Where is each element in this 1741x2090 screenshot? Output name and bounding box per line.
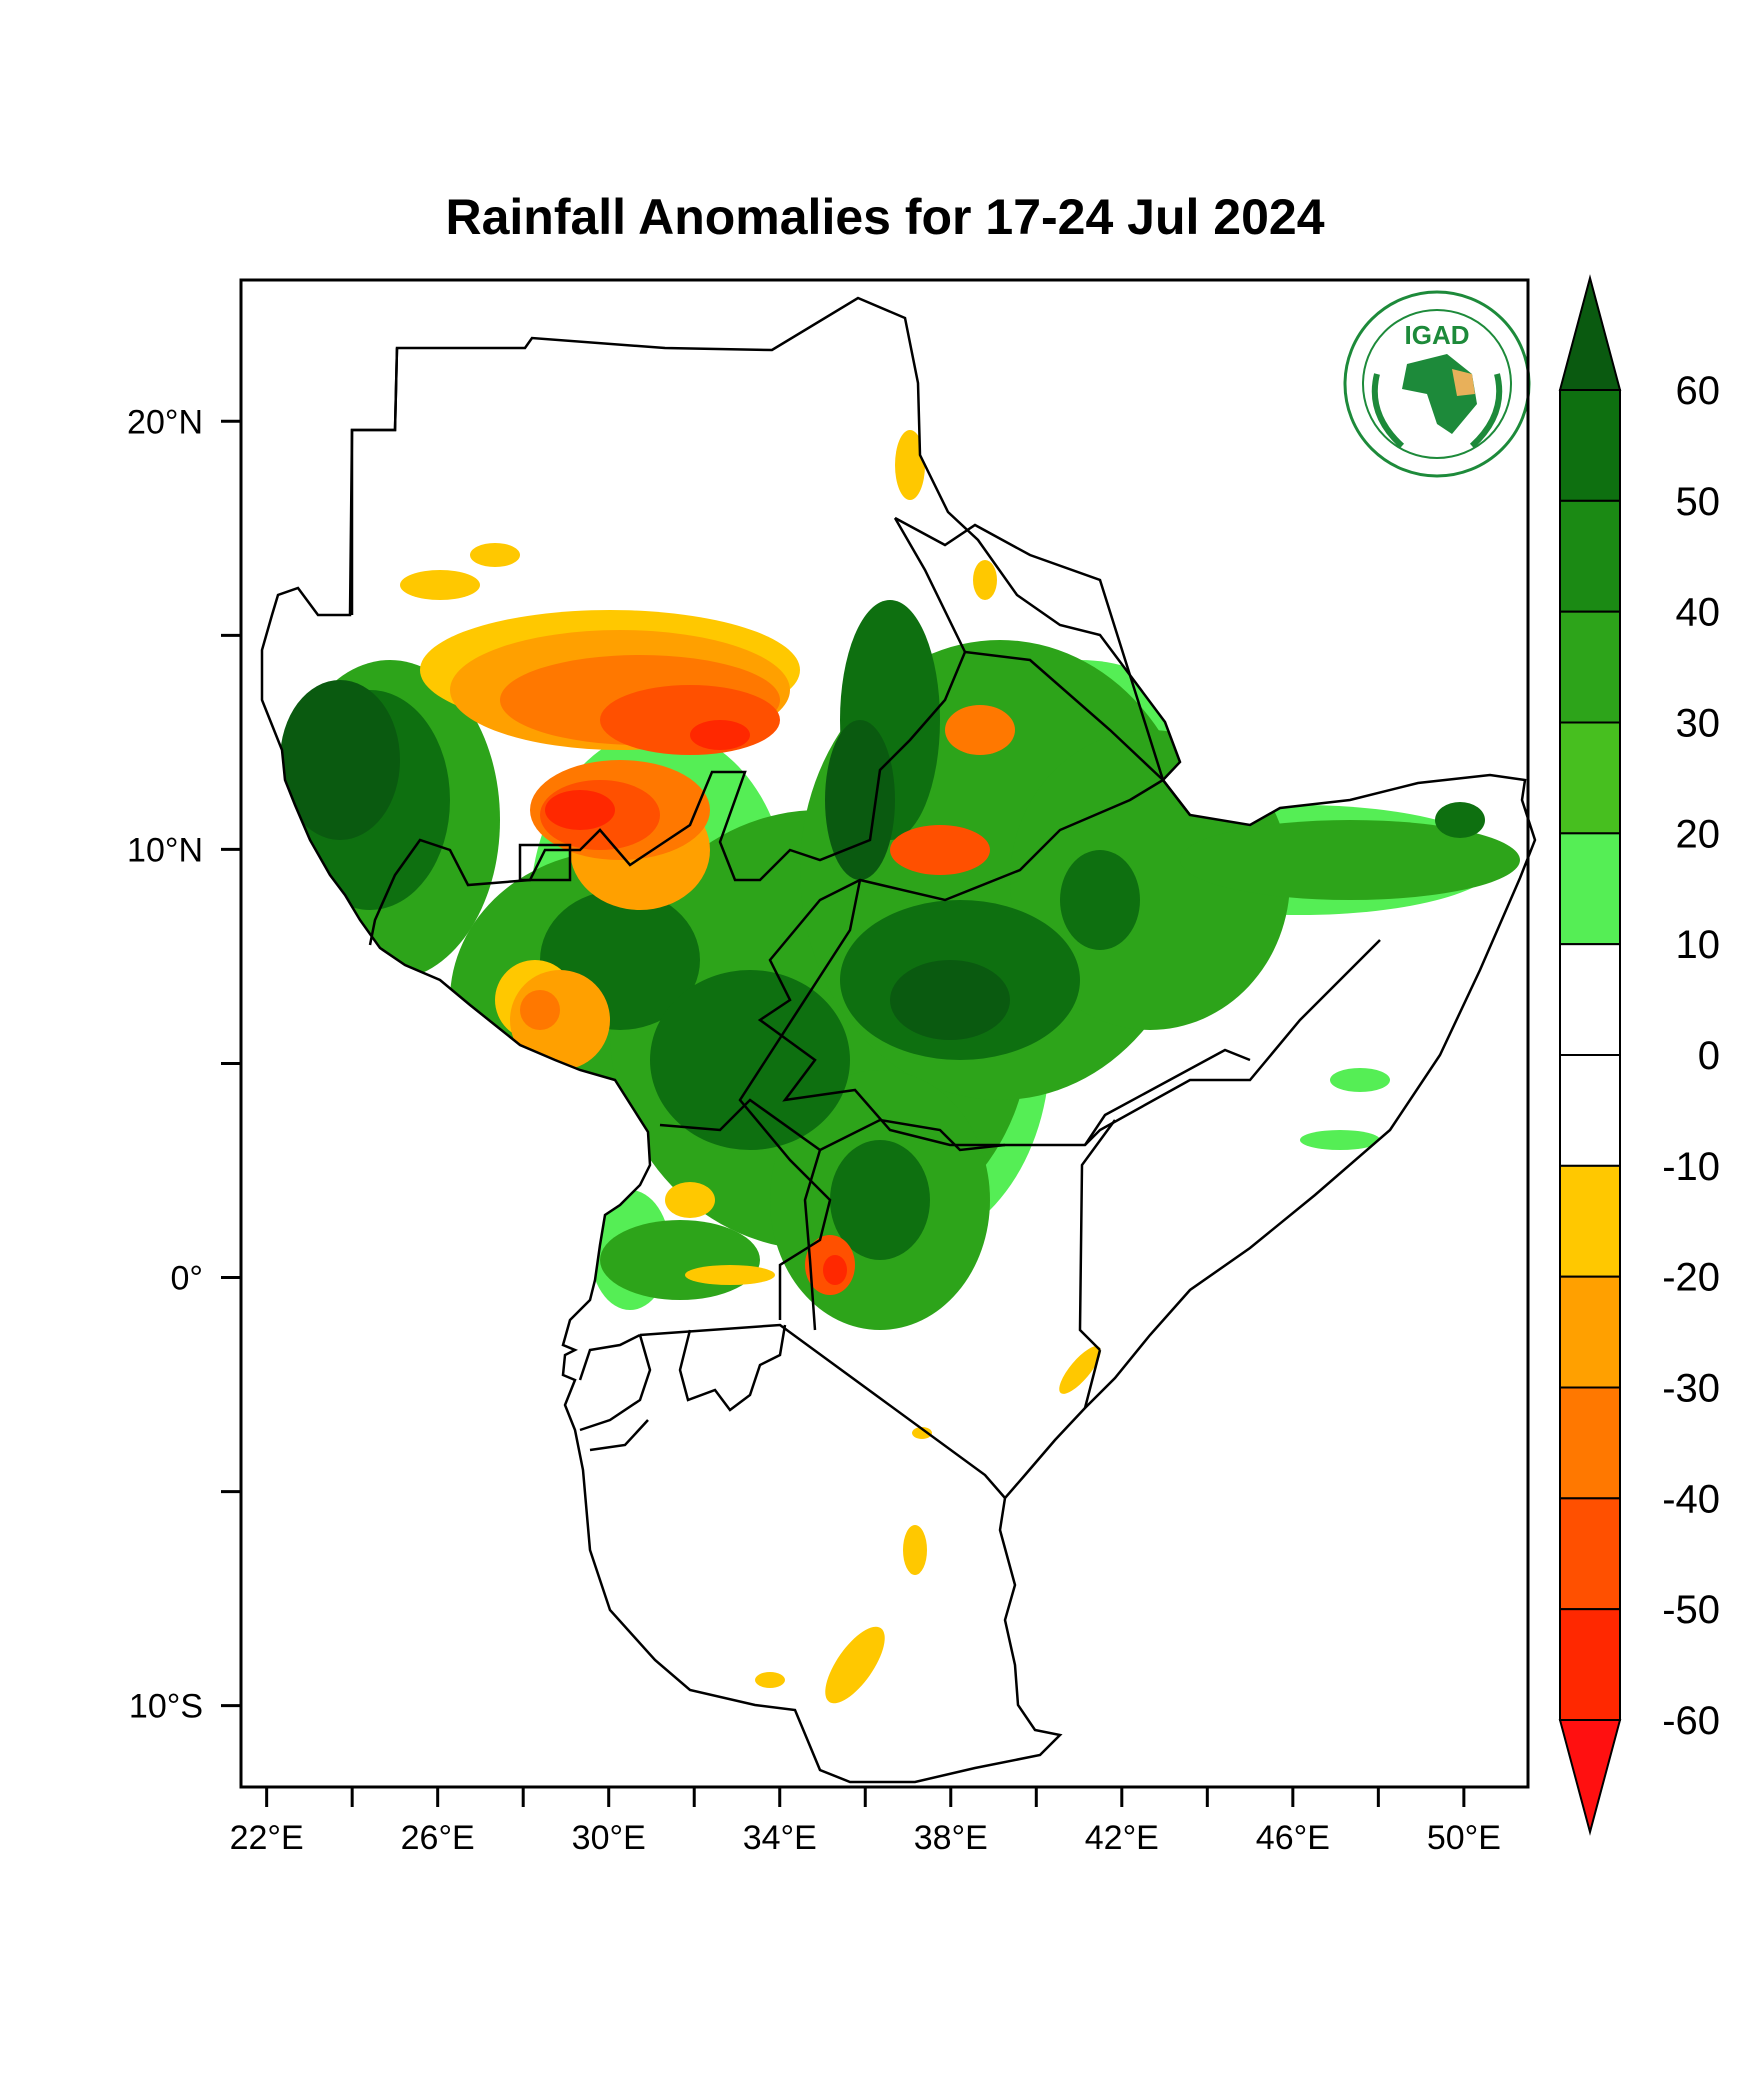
x-tick-label: 22°E	[230, 1819, 304, 1857]
colorbar-box	[1559, 1164, 1621, 1278]
x-tick-label: 46°E	[1256, 1819, 1330, 1857]
colorbar-label: 50	[1676, 480, 1721, 524]
y-tick-label: 10°S	[129, 1688, 203, 1726]
x-tick-label: 42°E	[1085, 1819, 1159, 1857]
colorbar: 60 50 40 30 20 10 0 -10 -20 -30 -40 -50 -60	[1558, 274, 1721, 1836]
colorbar-label: -40	[1662, 1477, 1720, 1521]
x-axis: 22°E 26°E 30°E 34°E 38°E 42°E 46°E 50°E	[230, 1787, 1501, 1857]
colorbar-box	[1559, 1497, 1621, 1611]
colorbar-label: -50	[1662, 1588, 1720, 1632]
colorbar-label: 0	[1698, 1034, 1720, 1078]
y-tick-label: 20°N	[127, 403, 203, 441]
laurel-left-icon	[1371, 373, 1405, 449]
y-tick-label: 10°N	[127, 831, 203, 869]
logo-text: IGAD	[1405, 320, 1470, 350]
colorbar-box	[1559, 499, 1621, 613]
colorbar-label: 40	[1676, 591, 1721, 635]
green-darkest-layer	[280, 680, 1010, 1040]
anomaly-shading	[280, 430, 1520, 1704]
colorbar-box	[1559, 1054, 1621, 1167]
country-borders	[260, 296, 1537, 1784]
x-tick-label: 30°E	[572, 1819, 646, 1857]
colorbar-label: -30	[1662, 1367, 1720, 1411]
colorbar-label: 10	[1676, 923, 1721, 967]
laurel-right-icon	[1469, 373, 1503, 449]
colorbar-box	[1559, 832, 1621, 946]
y-tick-label: 0°	[170, 1260, 203, 1298]
x-tick-label: 26°E	[401, 1819, 475, 1857]
colorbar-box	[1559, 943, 1621, 1057]
plot-frame	[239, 278, 1530, 1789]
colorbar-box	[1559, 389, 1621, 502]
colorbar-top-triangle	[1558, 274, 1622, 391]
colorbar-label: 60	[1676, 369, 1721, 413]
colorbar-label: 30	[1676, 702, 1721, 746]
red-layer	[545, 720, 847, 1285]
colorbar-label: -60	[1662, 1699, 1720, 1743]
x-tick-label: 34°E	[743, 1819, 817, 1857]
horn-highlight-icon	[1452, 369, 1475, 396]
colorbar-label: 20	[1676, 812, 1721, 856]
map-title: Rainfall Anomalies for 17-24 Jul 2024	[445, 189, 1325, 245]
colorbar-box	[1559, 1275, 1621, 1389]
colorbar-box	[1559, 1608, 1621, 1721]
colorbar-box	[1559, 1386, 1621, 1500]
colorbar-box	[1559, 610, 1621, 724]
colorbar-label: -10	[1662, 1145, 1720, 1189]
x-tick-label: 50°E	[1427, 1819, 1501, 1857]
colorbar-bottom-triangle	[1558, 1719, 1622, 1836]
y-axis: 20°N 10°N 0° 10°S	[127, 403, 241, 1726]
colorbar-box	[1559, 721, 1621, 835]
x-tick-label: 38°E	[914, 1819, 988, 1857]
colorbar-label: -20	[1662, 1256, 1720, 1300]
igad-logo: IGAD	[1343, 290, 1531, 478]
